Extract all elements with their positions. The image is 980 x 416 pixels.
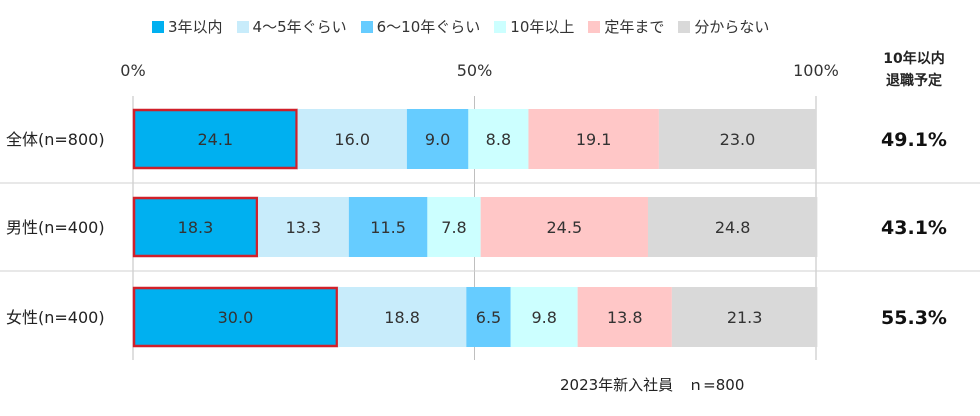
data-label: 13.8: [607, 308, 643, 327]
bar-segment: [133, 197, 258, 257]
bar-segment: [297, 109, 407, 169]
data-label: 30.0: [218, 308, 254, 327]
footnote: 2023年新入社員 ｎ=800: [560, 376, 745, 394]
bar-segment: [658, 109, 816, 169]
legend-label: 定年まで: [604, 18, 665, 36]
side-value: 55.3%: [881, 307, 947, 329]
legend-item: 10年以上: [494, 16, 574, 37]
legend-item: 3年以内: [152, 16, 223, 37]
data-label: 19.1: [576, 130, 612, 149]
bar-segment: [133, 287, 338, 347]
side-value: 43.1%: [881, 217, 947, 239]
legend-swatch: [236, 20, 249, 33]
bar-segment: [133, 109, 298, 169]
bar-segment: [348, 197, 428, 257]
data-label: 9.8: [531, 308, 556, 327]
bar-segment: [427, 197, 481, 257]
side-value: 49.1%: [881, 129, 947, 151]
side-header-line2: 退職予定: [886, 73, 942, 89]
data-label: 24.8: [715, 218, 751, 237]
data-label: 6.5: [476, 308, 501, 327]
bar-segment: [528, 109, 659, 169]
legend-label: 10年以上: [510, 18, 575, 36]
highlight-frame: [132, 108, 298, 170]
legend-swatch: [360, 20, 373, 33]
legend-item: 定年まで: [588, 16, 664, 37]
legend-swatch: [588, 20, 601, 33]
bar-segment: [480, 197, 648, 257]
data-label: 18.8: [384, 308, 420, 327]
bar-segment: [671, 287, 818, 347]
legend-item: 4〜5年ぐらい: [236, 16, 347, 37]
data-label: 13.3: [286, 218, 322, 237]
bar-segment: [468, 109, 529, 169]
legend-swatch: [494, 20, 507, 33]
bar-segment: [337, 287, 467, 347]
highlight-frame: [132, 196, 259, 258]
data-label: 23.0: [720, 130, 756, 149]
category-label: 全体(n=800): [6, 130, 105, 149]
data-label: 8.8: [486, 130, 511, 149]
data-label: 18.3: [178, 218, 214, 237]
data-label: 16.0: [334, 130, 370, 149]
category-label: 男性(n=400): [6, 218, 105, 237]
legend-label: 分からない: [694, 18, 770, 36]
legend-label: 4〜5年ぐらい: [252, 18, 347, 36]
bar-segment: [510, 287, 578, 347]
legend: 3年以内 4〜5年ぐらい 6〜10年ぐらい 10年以上 定年まで 分からない: [152, 16, 769, 37]
legend-item: 6〜10年ぐらい: [360, 16, 481, 37]
legend-label: 3年以内: [168, 18, 223, 36]
bar-segment: [647, 197, 818, 257]
legend-swatch: [152, 20, 164, 33]
legend-item: 分からない: [678, 16, 769, 37]
bar-segment: [257, 197, 349, 257]
data-label: 24.1: [197, 130, 233, 149]
legend-label: 6〜10年ぐらい: [376, 18, 481, 36]
bar-segment: [406, 109, 469, 169]
x-tick-label: 0%: [120, 61, 145, 80]
highlight-frame: [132, 286, 339, 348]
legend-swatch: [678, 20, 691, 33]
side-header-line1: 10年以内: [883, 51, 945, 67]
category-label: 女性(n=400): [6, 308, 105, 327]
bar-segment: [577, 287, 672, 347]
side-header: 10年以内 退職予定: [858, 48, 970, 92]
data-label: 11.5: [370, 218, 406, 237]
data-label: 7.8: [441, 218, 466, 237]
data-label: 24.5: [547, 218, 583, 237]
bar-segment: [466, 287, 511, 347]
data-label: 9.0: [425, 130, 450, 149]
data-label: 21.3: [727, 308, 763, 327]
x-tick-label: 100%: [793, 61, 839, 80]
x-tick-label: 50%: [457, 61, 493, 80]
